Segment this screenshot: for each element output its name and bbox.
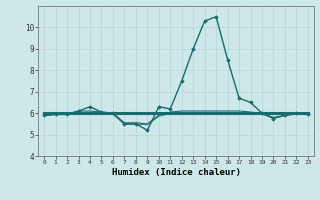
X-axis label: Humidex (Indice chaleur): Humidex (Indice chaleur)	[111, 168, 241, 177]
